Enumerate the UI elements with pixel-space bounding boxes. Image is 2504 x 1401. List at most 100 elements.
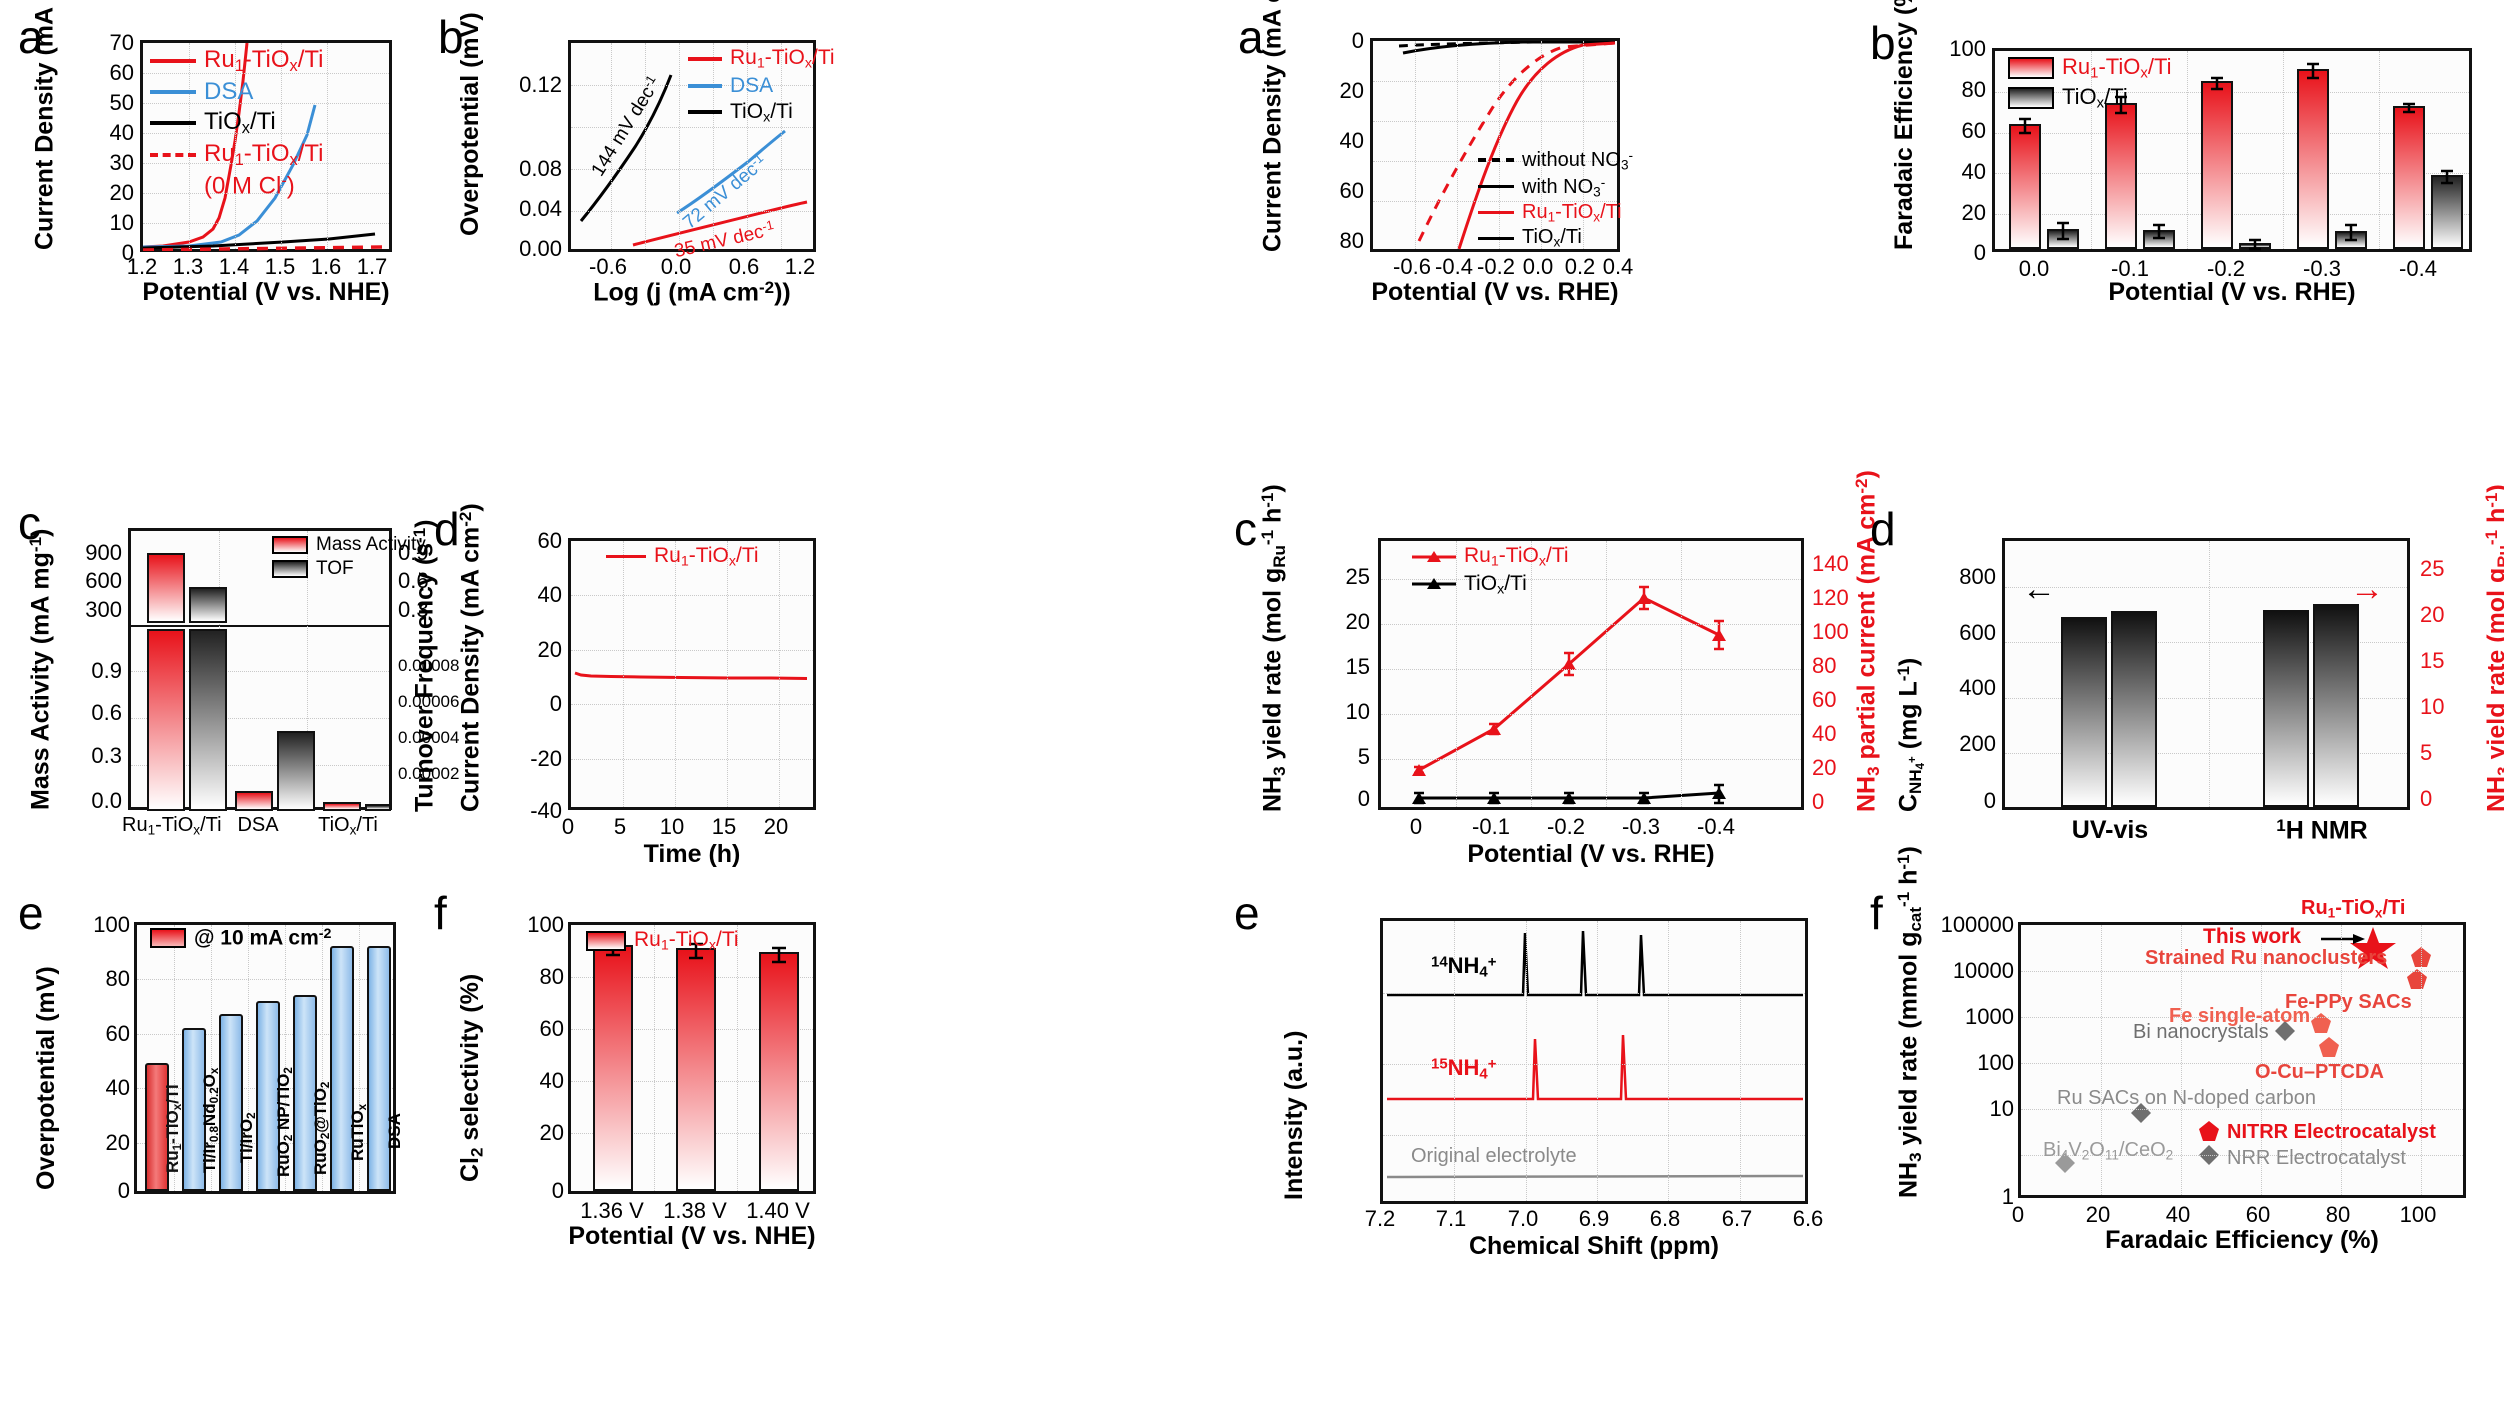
y-tick-c2-right: 100	[1812, 619, 1849, 644]
y-tick-d1: -20	[530, 746, 562, 771]
legend-label: (0 M Cl-)	[204, 172, 295, 200]
legend-label: @ 10 mA cm-2	[194, 926, 332, 950]
panel-label-d2: d	[1870, 503, 1896, 555]
legend-line-icon	[606, 555, 646, 559]
x-axis-label-a2: Potential (V vs. RHE)	[1371, 278, 1619, 306]
error-bars-f1	[606, 939, 786, 964]
bar-uv-vis-yield-rate	[2111, 611, 2157, 807]
legend-label: with NO3-	[1522, 174, 1606, 200]
bar-label-rutiox: RuTiOx	[348, 1103, 369, 1161]
legend-swatch-icon	[2008, 56, 2054, 79]
y-tick-e1: 80	[105, 966, 130, 991]
legend-line-icon	[688, 83, 722, 88]
legend-d1: Ru1-TiOx/Ti	[606, 544, 759, 572]
y-tick-a2: 0	[1351, 28, 1364, 53]
bar-label-ti-ir-nd-ox: Ti/Ir0.8Nd0.2Ox	[200, 1067, 221, 1173]
x-tick-d2: UV-vis	[2071, 816, 2149, 844]
y-tick-a2: 80	[1339, 228, 1364, 253]
bar-ruo2-np-tio2	[256, 1001, 280, 1191]
panel-e-nmr: e 14NH4+ 15NH4+ Original electrolyte Int…	[1220, 630, 1860, 1260]
legend-label: TiOx/Ti	[730, 99, 793, 126]
y-tick-a1: 60	[109, 60, 134, 85]
y-tick-d2-right: 5	[2420, 740, 2433, 765]
trace-label-original-electrolyte: Original electrolyte	[1411, 1145, 1577, 1167]
legend-line-icon	[1478, 185, 1514, 189]
x-tick-c1: DSA	[237, 814, 279, 836]
panel-a-nitrr-lsv: a Current Density (mA cm-2) Potential (V…	[1220, 0, 1640, 306]
x-tick-d1: 0	[561, 814, 575, 839]
y-tick-d1: -40	[530, 798, 562, 823]
y-tick-c2-right: 140	[1812, 551, 1849, 576]
point-label-bi4v2o11-ceo2: Bi4V2O11/CeO2	[2043, 1139, 2174, 1163]
bar-cl2-1p36v	[593, 945, 633, 1191]
y-tick-c1-right: 0.9	[398, 540, 429, 565]
legend-label: TOF	[316, 558, 354, 579]
panel-e-overpotential-comparison: e Ru1-TiOx/Ti Ti/Ir0.8Nd0.2Ox Ti/IrO2 Ru…	[0, 630, 420, 1203]
x-axis-label-d1: Time (h)	[643, 840, 741, 868]
y-tick-b1: 0.00	[519, 236, 562, 261]
y-axis-label-a1: Current Density (mA cm-2)	[30, 0, 59, 250]
point-label-strained-ru-nanoclusters: Strained Ru nanoclusters	[2145, 947, 2388, 969]
legend-line-icon	[1478, 211, 1514, 215]
bar-rutiox	[330, 946, 354, 1191]
x-tick-b2: 0.0	[2018, 256, 2050, 281]
legend-label: Ru1-TiOx/Ti	[730, 46, 835, 72]
y-tick-a1: 50	[109, 90, 134, 115]
bar-uv-vis-concentration	[2061, 617, 2107, 807]
point-label-fe-ppy-sacs: Fe-PPy SACs	[2285, 991, 2412, 1013]
y-tick-c1: 900	[85, 540, 122, 565]
legend-swatch-icon	[150, 928, 186, 949]
y-tick-d2-right: 25	[2420, 556, 2445, 581]
x-tick-e2: 7.0	[1507, 1206, 1539, 1231]
x-tick-a2: 0.0	[1522, 254, 1554, 279]
y-tick-c1-right: 0.6	[398, 568, 429, 593]
y-tick-d2: 0	[1983, 788, 1996, 813]
x-tick-f1: 1.36 V	[580, 1198, 644, 1223]
legend-marker-icon	[1412, 550, 1456, 562]
x-tick-b1: -0.6	[589, 254, 627, 279]
bar-label-ti-iro2: Ti/IrO2	[237, 1112, 258, 1163]
x-tick-e2: 6.9	[1578, 1206, 1610, 1231]
y-tick-c2: 15	[1345, 654, 1370, 679]
x-tick-f1: 1.38 V	[663, 1198, 727, 1223]
y-axis-label-e2: Intensity (a.u.)	[1280, 1030, 1308, 1200]
x-tick-f2: 60	[2245, 1202, 2271, 1227]
bar-cl2-1p40v	[759, 952, 799, 1191]
arrow-right-axis-icon: →	[2350, 570, 2384, 608]
point-label-o-cu-ptcda: O-Cu–PTCDA	[2255, 1061, 2384, 1083]
legend-label: Ru1-TiOx/Ti	[204, 46, 324, 76]
panel-b-tafel: b Overpotential (mV) Log (j (mA cm-2)) 0…	[420, 0, 840, 306]
y-tick-c2-right: 40	[1812, 721, 1837, 746]
plot-frame-c1	[128, 528, 392, 811]
x-tick-d1: 5	[613, 814, 627, 839]
bar-mass-activity	[323, 802, 361, 811]
x-tick-a1: 1.6	[310, 254, 342, 279]
y-tick-d2-right: 20	[2420, 602, 2445, 627]
legend-line-icon	[688, 110, 722, 115]
y-tick-d1: 20	[537, 637, 562, 662]
bar-label-ruo2-np-tio2: RuO2 NP/TiO2	[274, 1067, 295, 1177]
y-tick-b2: 40	[1961, 159, 1986, 184]
x-tick-a2: 0.2	[1564, 254, 1596, 279]
bar-ru1-tiox-ti	[2297, 69, 2329, 249]
legend-label: TiOx/Ti	[1464, 571, 1527, 598]
x-tick-a2: 0.4	[1602, 254, 1634, 279]
x-axis-label-f2: Faradaic Efficiency (%)	[2105, 1226, 2379, 1254]
bar-ru1-tiox-ti	[2201, 81, 2233, 249]
legend-dash-icon	[1478, 158, 1514, 163]
panel-d-quantification: d CNH4+ (mg L-1) NH3 yield rate (mol gRu…	[1860, 300, 2504, 844]
legend-label: Ru1-TiOx/Ti	[204, 140, 324, 170]
x-tick-b2: -0.1	[2111, 256, 2149, 281]
legend-label: Mass Activity	[316, 534, 426, 555]
y-tick-f2: 100000	[1940, 912, 2014, 937]
legend-line-icon	[688, 56, 722, 61]
y-tick-c2-right: 20	[1812, 755, 1837, 780]
x-tick-b1: 0.0	[660, 254, 692, 279]
legend-swatch-icon	[2008, 86, 2054, 109]
y-axis-label-a2: Current Density (mA cm-2)	[1258, 0, 1287, 252]
bar-tof	[365, 804, 391, 811]
panel-b-faradaic-efficiency: b F	[1860, 0, 2504, 306]
x-tick-d1: 15	[711, 814, 737, 839]
x-tick-e2: 7.2	[1364, 1206, 1396, 1231]
point-label-this-work: This work	[2203, 925, 2302, 948]
